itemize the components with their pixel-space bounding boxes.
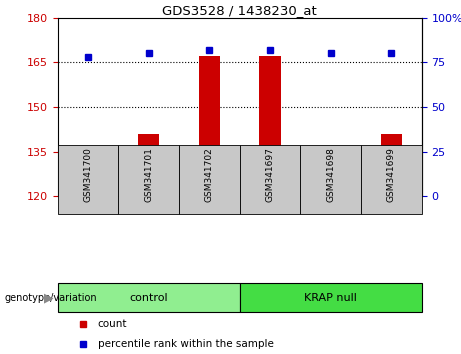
- Bar: [138, 134, 160, 196]
- Text: GSM341699: GSM341699: [387, 147, 396, 202]
- Bar: [320, 152, 342, 196]
- Bar: [118, 145, 179, 214]
- Bar: [58, 145, 118, 214]
- Text: GSM341700: GSM341700: [83, 147, 93, 202]
- Bar: [260, 56, 281, 196]
- Bar: [361, 145, 422, 214]
- Bar: [199, 56, 220, 196]
- Bar: [381, 134, 402, 196]
- Text: GSM341701: GSM341701: [144, 147, 153, 202]
- Text: percentile rank within the sample: percentile rank within the sample: [98, 338, 273, 349]
- Bar: [240, 145, 301, 214]
- Text: genotype/variation: genotype/variation: [5, 293, 97, 303]
- Title: GDS3528 / 1438230_at: GDS3528 / 1438230_at: [162, 4, 317, 17]
- Text: KRAP null: KRAP null: [304, 293, 357, 303]
- Bar: [58, 283, 240, 312]
- Text: ▶: ▶: [44, 291, 53, 304]
- Text: count: count: [98, 319, 127, 329]
- Bar: [301, 145, 361, 214]
- Text: GSM341697: GSM341697: [266, 147, 275, 202]
- Text: control: control: [130, 293, 168, 303]
- Bar: [77, 194, 99, 196]
- Text: GSM341702: GSM341702: [205, 147, 214, 202]
- Bar: [240, 283, 422, 312]
- Text: GSM341698: GSM341698: [326, 147, 335, 202]
- Bar: [179, 145, 240, 214]
